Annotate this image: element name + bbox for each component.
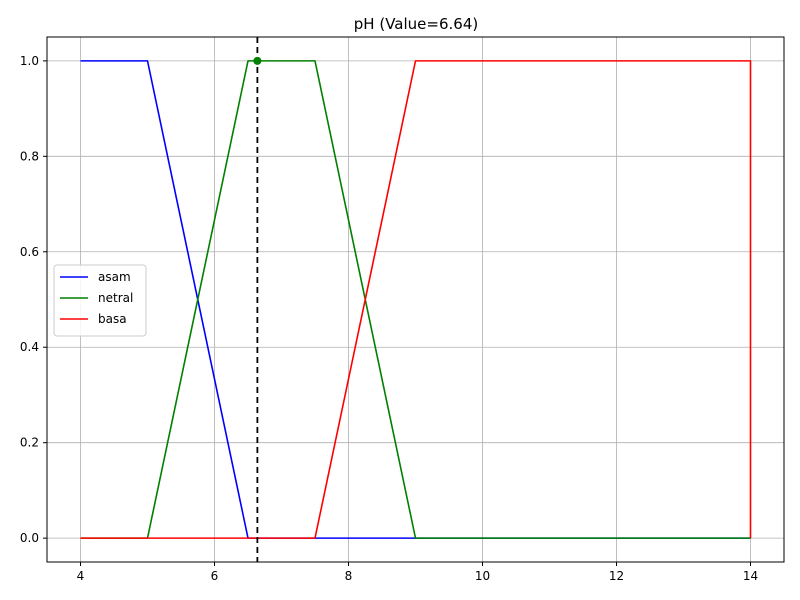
value-marker-point xyxy=(253,56,262,65)
legend-label-asam: asam xyxy=(98,270,131,284)
y-tick-label: 0.4 xyxy=(20,340,39,354)
series-line-basa xyxy=(80,60,752,539)
grid xyxy=(47,37,784,562)
y-tick-label: 0.8 xyxy=(20,149,39,163)
x-tick-label: 10 xyxy=(475,569,490,583)
plot-area xyxy=(80,37,752,562)
x-tick-label: 12 xyxy=(609,569,624,583)
axes-frame xyxy=(46,36,785,563)
x-tick-label: 14 xyxy=(743,569,758,583)
legend-label-basa: basa xyxy=(98,312,127,326)
x-tick-label: 4 xyxy=(77,569,85,583)
y-tick-label: 0.2 xyxy=(20,436,39,450)
y-tick-label: 1.0 xyxy=(20,54,39,68)
x-tick-label: 8 xyxy=(345,569,353,583)
y-tick-label: 0.0 xyxy=(20,531,39,545)
x-tick-label: 6 xyxy=(211,569,219,583)
y-tick-label: 0.6 xyxy=(20,245,39,259)
axis-ticks: 4 6 8 10 12 14 0.0 0.2 0.4 0.6 0.8 1.0 xyxy=(20,54,758,583)
legend: asam netral basa xyxy=(53,264,147,337)
legend-label-netral: netral xyxy=(98,291,133,305)
chart-title: pH (Value=6.64) xyxy=(354,15,478,33)
